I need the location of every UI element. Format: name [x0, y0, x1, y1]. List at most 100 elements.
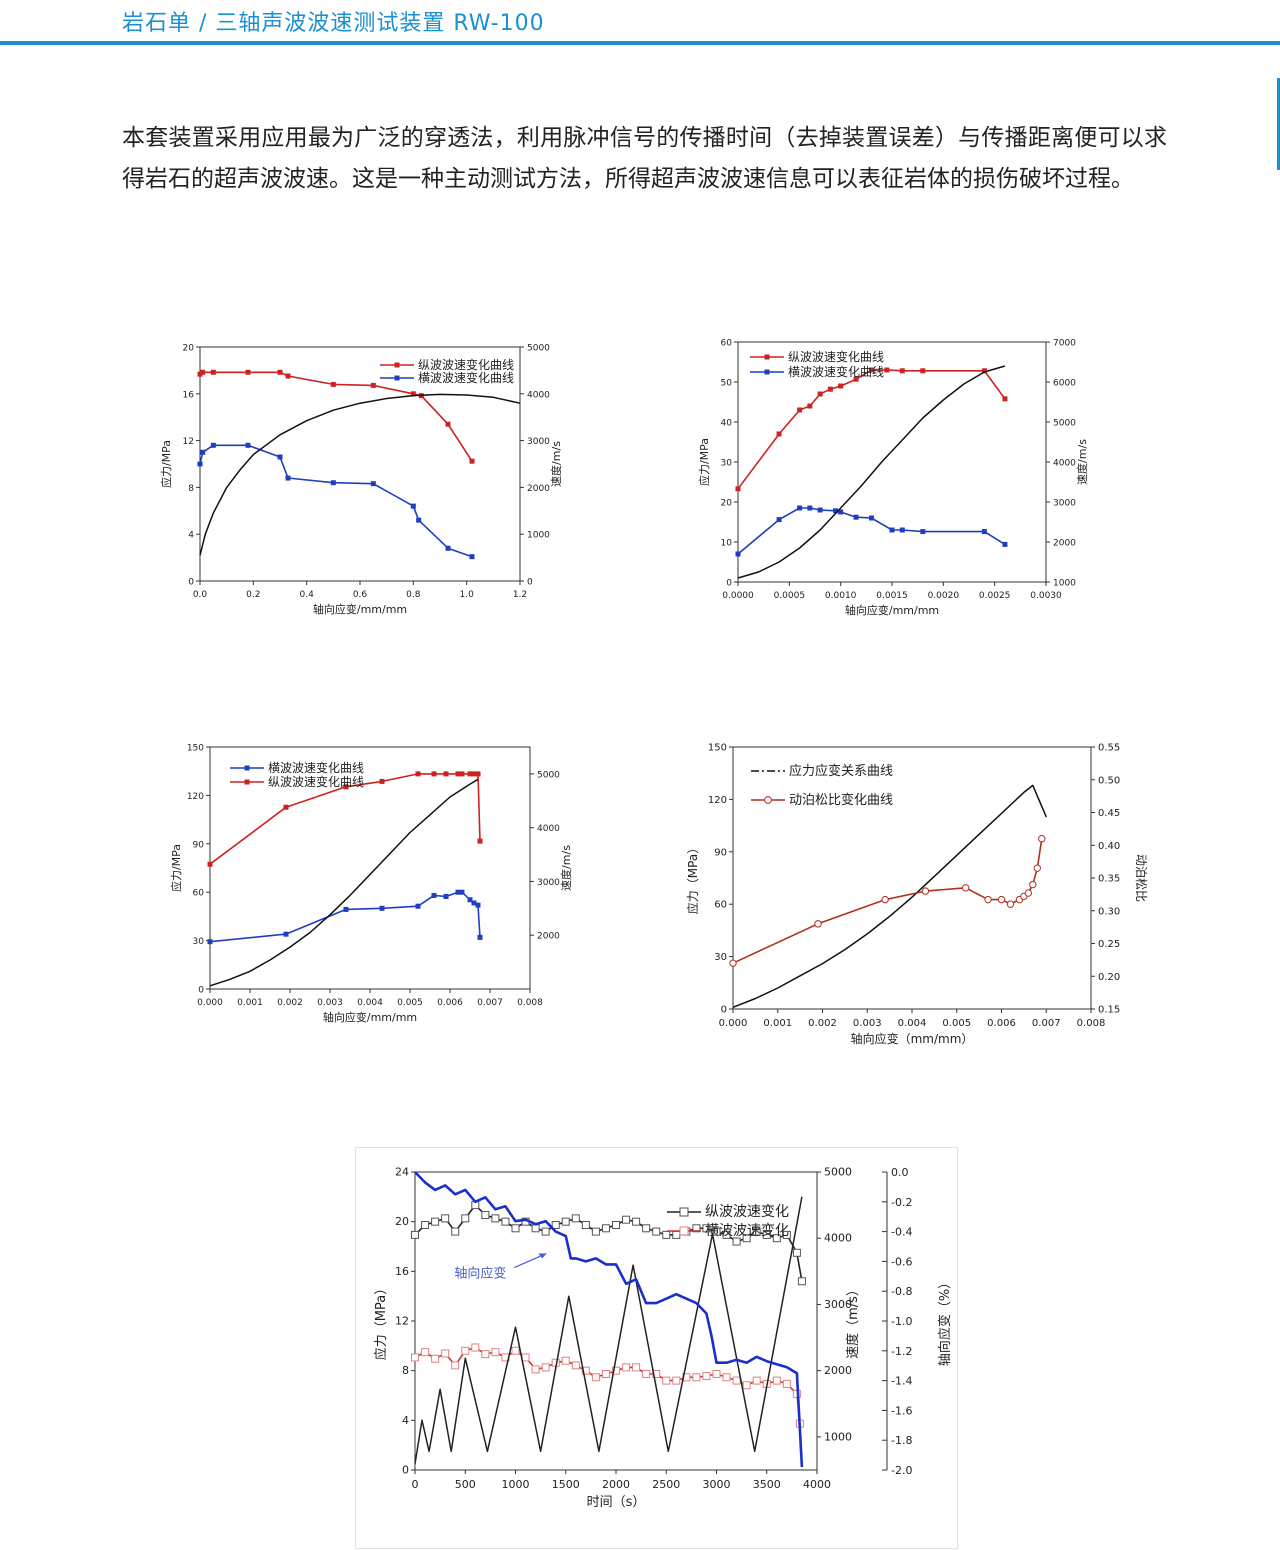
data-point [330, 480, 336, 486]
data-point [1024, 889, 1033, 897]
data-point [984, 895, 992, 904]
annotation-arrowhead [538, 1253, 547, 1259]
data-point [591, 1373, 600, 1382]
data-point [997, 895, 1006, 904]
chart-uniaxial-2: 0.0000 0.0005 0.0010 0.0015 0.0020 0.0025 0.00… [697, 339, 1089, 618]
y2-tick-label: 0.50 [1098, 775, 1120, 786]
x-tick-label: 3500 [753, 1478, 781, 1491]
data-point [431, 892, 437, 898]
y2-tick-label: 4000 [537, 824, 560, 834]
x-tick-label: 3000 [703, 1478, 731, 1491]
data-point [662, 1376, 671, 1385]
data-point [776, 431, 782, 437]
data-point [561, 1356, 570, 1365]
y-tick-label: 20 [183, 344, 195, 354]
y3-tick-label: -1.8 [891, 1434, 912, 1447]
data-point [899, 527, 905, 533]
x-tick-label: 0.001 [237, 998, 263, 1008]
data-point [797, 1277, 806, 1286]
data-point [277, 454, 283, 460]
y-tick-label: 4 [188, 531, 194, 541]
x-tick-label: 0.0025 [979, 591, 1011, 601]
data-point [742, 1381, 751, 1390]
annotation-label: 轴向应变 [454, 1266, 506, 1282]
header-rule [0, 41, 1280, 45]
data-point [481, 1350, 490, 1359]
data-point [481, 1211, 490, 1220]
data-point [612, 1366, 620, 1375]
y-tick-label: 10 [721, 539, 733, 549]
data-point [451, 1361, 460, 1370]
data-point [459, 889, 465, 895]
y3-tick-label: 0.0 [891, 1166, 909, 1179]
data-point [642, 1369, 651, 1378]
data-point [838, 509, 844, 515]
data-point [511, 1346, 520, 1355]
legend-label: 纵波波速变化曲线 [418, 357, 514, 372]
data-point [752, 1376, 761, 1385]
y-tick-label: 120 [187, 792, 204, 802]
data-point [571, 1361, 580, 1370]
y2-tick-label: 0.25 [1098, 939, 1120, 950]
plot-area [737, 341, 1047, 583]
chart-cyclic-loading: 0 500 1000 1500 2000 2500 3000 3500 4000 0 4 8 12 16 2… [355, 1147, 958, 1549]
legend-label: 横波波速变化曲线 [788, 364, 884, 379]
data-point [531, 1224, 540, 1233]
data-point [881, 895, 889, 904]
page-edge-mark [1277, 78, 1280, 170]
data-point [421, 1220, 430, 1229]
data-point [541, 1363, 550, 1372]
plot-area [209, 746, 531, 990]
x-tick-label: 1.2 [513, 590, 527, 600]
x-tick-label: 0.4 [300, 590, 315, 600]
y-tick-label: 40 [721, 419, 733, 429]
y2-tick-label: 0 [527, 578, 533, 588]
data-point [471, 1343, 480, 1352]
data-point [411, 1353, 419, 1362]
y-tick-label: 120 [708, 795, 727, 806]
data-point [459, 771, 465, 777]
y2-tick-label: 3000 [527, 437, 550, 447]
y-tick-label: 24 [395, 1166, 409, 1179]
y-tick-label: 50 [721, 379, 733, 389]
legend-swatch-marker [679, 1226, 689, 1236]
x-tick-label: 0.008 [517, 998, 543, 1008]
data-point [461, 1346, 470, 1355]
x-tick-label: 0.003 [853, 1018, 882, 1029]
data-point [455, 889, 461, 895]
y-tick-label: 30 [193, 937, 205, 947]
x-axis-label: 轴向应变/mm/mm [313, 602, 407, 616]
data-point [662, 1230, 671, 1239]
y-tick-label: 8 [402, 1364, 409, 1377]
data-point [962, 884, 970, 892]
data-point [469, 458, 475, 464]
data-point [652, 1369, 661, 1378]
y2-tick-label: 3000 [537, 878, 560, 888]
y3-tick-label: -1.2 [891, 1345, 912, 1358]
legend-swatch-marker [244, 779, 250, 785]
y2-tick-label: 1000 [1053, 579, 1076, 589]
data-point [443, 894, 449, 900]
data-point [551, 1220, 560, 1229]
data-point [807, 403, 813, 409]
data-point [622, 1363, 631, 1372]
x-axis-label: 轴向应变/mm/mm [323, 1010, 417, 1024]
data-point [782, 1230, 791, 1239]
data-point [475, 771, 481, 777]
data-point [672, 1376, 681, 1385]
y-tick-label: 0 [721, 1005, 727, 1016]
y-tick-label: 60 [193, 889, 205, 899]
y-tick-label: 150 [187, 744, 204, 754]
y-tick-label: 12 [183, 437, 194, 447]
y2-tick-label: 0.20 [1098, 972, 1120, 983]
x-tick-label: 0.0030 [1030, 591, 1062, 601]
legend-label: 应力应变关系曲线 [789, 763, 893, 779]
data-point [868, 515, 874, 521]
legend-label: 横波波速变化 [705, 1223, 789, 1239]
plot-area [199, 346, 521, 582]
x-tick-label: 0.002 [808, 1018, 837, 1029]
data-point [853, 376, 859, 382]
y3-tick-label: -1.0 [891, 1315, 912, 1328]
data-point [827, 386, 833, 392]
legend-swatch-marker [394, 362, 400, 368]
